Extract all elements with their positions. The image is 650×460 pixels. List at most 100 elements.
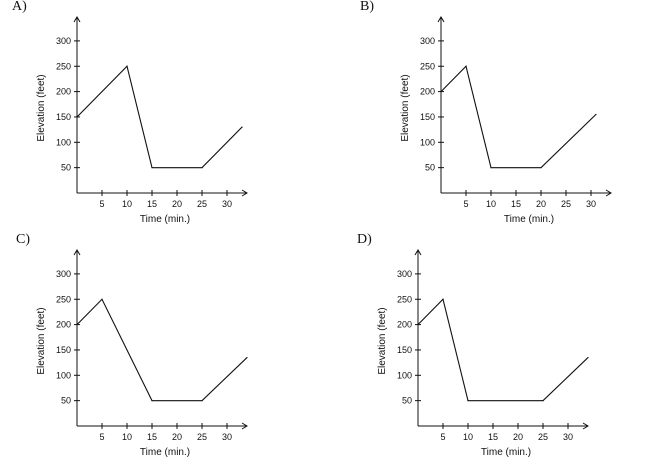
- elevation-line: [440, 65, 597, 169]
- x-tick-label: 30: [586, 199, 596, 209]
- y-axis-title: Elevation (feet): [36, 307, 47, 374]
- y-axis-title: Elevation (feet): [36, 74, 47, 141]
- data-point: [440, 91, 442, 93]
- x-tick-label: 15: [511, 199, 521, 209]
- y-axis-arrow: [437, 16, 445, 23]
- x-tick-label: 25: [197, 199, 207, 209]
- chart-d: 5 10 15 20 25 30 50 100 150 200 250 300 Time (min.) E…: [377, 249, 589, 458]
- y-tick-label: 200: [420, 87, 435, 97]
- data-point: [201, 400, 203, 402]
- y-axis-arrow: [73, 16, 81, 23]
- y-tick-label: 150: [420, 112, 435, 122]
- panel-label-b: B): [360, 0, 374, 14]
- x-axis-title: Time (min.): [481, 447, 531, 458]
- data-point: [151, 167, 153, 169]
- x-axis-arrow: [582, 422, 589, 430]
- y-tick-label: 300: [397, 269, 412, 279]
- x-tick-label: 20: [513, 432, 523, 442]
- x-axis-title: Time (min.): [504, 214, 554, 225]
- x-tick-label: 30: [222, 199, 232, 209]
- x-tick-label: 25: [538, 432, 548, 442]
- y-axis-title: Elevation (feet): [377, 307, 388, 374]
- y-tick-label: 100: [56, 370, 71, 380]
- y-tick-label: 250: [420, 61, 435, 71]
- x-tick-label: 20: [536, 199, 546, 209]
- x-tick-label: 10: [122, 432, 132, 442]
- y-tick-label: 50: [61, 163, 71, 173]
- chart-panel-d: D) 5 10 15 20 25 30 50 100 150 200 250 300 Time (min…: [325, 230, 645, 460]
- panel-label-a: A): [12, 0, 27, 14]
- elevation-line: [417, 298, 589, 402]
- data-point: [467, 400, 469, 402]
- y-axis-title: Elevation (feet): [400, 74, 411, 141]
- chart-a: 5 10 15 20 25 30 50 100 150 200 250 300 Time (min.) E…: [36, 16, 248, 225]
- x-tick-label: 20: [172, 432, 182, 442]
- y-tick-label: 150: [56, 112, 71, 122]
- chart-panel-c: C) 5 10 15 20 25 30 50 100 150 200 250 300 Time (min…: [0, 230, 320, 460]
- chart-b: 5 10 15 20 25 30 50 100 150 200 250 300 Time (min.) E…: [400, 16, 612, 225]
- y-tick-label: 50: [61, 396, 71, 406]
- y-tick-label: 300: [56, 36, 71, 46]
- x-tick-label: 30: [563, 432, 573, 442]
- data-point: [595, 113, 597, 116]
- data-point: [587, 356, 589, 359]
- x-tick-label: 25: [561, 199, 571, 209]
- x-tick-label: 30: [222, 432, 232, 442]
- data-point: [151, 400, 153, 402]
- panel-label-c: C): [16, 232, 30, 247]
- x-tick-label: 5: [440, 432, 445, 442]
- y-tick-label: 100: [420, 137, 435, 147]
- y-axis-arrow: [73, 249, 81, 256]
- data-point: [101, 298, 103, 300]
- elevation-line: [76, 298, 248, 402]
- elevation-line: [76, 65, 243, 169]
- chart-panel-a: A) 5 10 15 20 25 30 50 100 150 200 250 300 Time (min…: [0, 0, 320, 230]
- y-tick-label: 200: [56, 320, 71, 330]
- data-point: [201, 167, 203, 169]
- x-tick-label: 25: [197, 432, 207, 442]
- x-axis-title: Time (min.): [140, 214, 190, 225]
- y-tick-label: 250: [56, 294, 71, 304]
- x-tick-label: 10: [122, 199, 132, 209]
- data-point: [442, 298, 444, 300]
- x-tick-label: 10: [463, 432, 473, 442]
- y-tick-label: 250: [397, 294, 412, 304]
- data-point: [126, 65, 128, 67]
- x-tick-label: 15: [147, 199, 157, 209]
- y-tick-label: 200: [397, 320, 412, 330]
- y-tick-label: 100: [397, 370, 412, 380]
- chart-c: 5 10 15 20 25 30 50 100 150 200 250 300 Time (min.) E…: [36, 249, 248, 458]
- data-point: [542, 400, 544, 402]
- x-tick-label: 20: [172, 199, 182, 209]
- y-axis-arrow: [414, 249, 422, 256]
- data-point: [465, 65, 467, 67]
- y-tick-label: 100: [56, 137, 71, 147]
- panel-label-d: D): [357, 232, 372, 247]
- data-point: [540, 167, 542, 169]
- y-tick-label: 300: [420, 36, 435, 46]
- y-tick-label: 50: [425, 163, 435, 173]
- data-point: [76, 116, 78, 118]
- data-point: [241, 126, 243, 128]
- y-tick-label: 150: [56, 345, 71, 355]
- x-tick-label: 5: [99, 199, 104, 209]
- y-tick-label: 200: [56, 87, 71, 97]
- y-tick-label: 150: [397, 345, 412, 355]
- x-axis-arrow: [241, 422, 248, 430]
- x-tick-label: 10: [486, 199, 496, 209]
- x-axis-arrow: [605, 189, 612, 197]
- data-point: [417, 324, 419, 326]
- y-tick-label: 50: [402, 396, 412, 406]
- data-point: [246, 356, 248, 359]
- y-tick-label: 250: [56, 61, 71, 71]
- data-point: [76, 324, 78, 326]
- x-axis-title: Time (min.): [140, 447, 190, 458]
- x-tick-label: 15: [147, 432, 157, 442]
- x-axis-arrow: [241, 189, 248, 197]
- x-tick-label: 5: [463, 199, 468, 209]
- x-tick-label: 15: [488, 432, 498, 442]
- y-tick-label: 300: [56, 269, 71, 279]
- data-point: [490, 167, 492, 169]
- chart-panel-b: B) 5 10 15 20 25 30 50 100 150 200 250 300 Time (min…: [325, 0, 645, 230]
- x-tick-label: 5: [99, 432, 104, 442]
